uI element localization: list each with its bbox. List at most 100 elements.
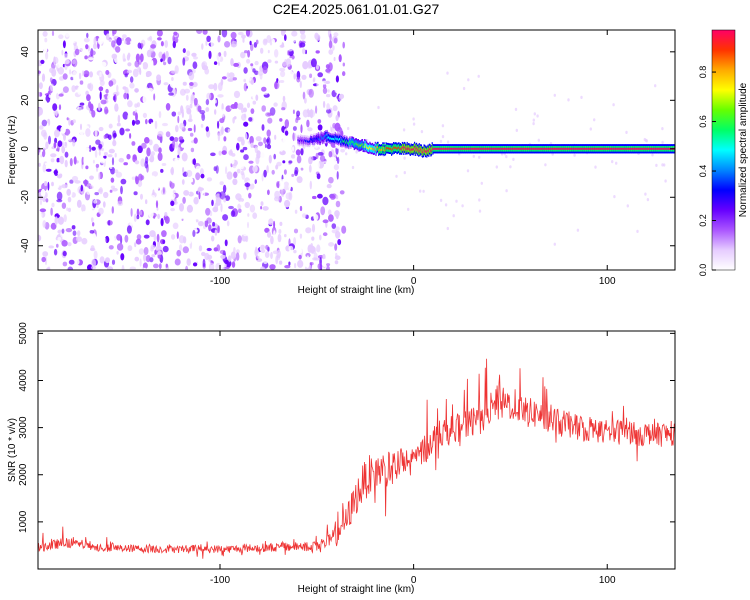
ridge-core [514,147,516,150]
noise-speck [209,211,213,217]
noise-speck [57,87,62,96]
noise-speck [158,263,162,270]
noise-speck [134,119,141,125]
noise-speck [165,131,171,138]
noise-speck [236,249,240,254]
noise-speck [270,251,273,260]
ridge-core [327,136,330,139]
ridge-core [664,147,666,150]
noise-speck [276,170,279,175]
noise-speck [307,127,313,132]
noise-speck [182,236,187,244]
noise-speck [67,196,72,203]
noise-speck [664,179,667,183]
noise-speck [50,153,57,158]
noise-speck [102,212,109,222]
ridge-core [661,147,663,150]
noise-speck [291,146,295,152]
noise-speck [140,175,145,181]
noise-speck [208,224,212,232]
noise-speck [204,76,207,86]
noise-speck [138,248,145,255]
ridge-core [578,147,580,150]
noise-speck [126,93,129,100]
noise-speck [136,234,142,240]
ridge-core [498,147,500,150]
noise-speck [98,126,104,132]
ridge-core [557,147,559,150]
noise-speck [266,35,272,43]
noise-speck [308,101,312,111]
noise-speck [288,261,291,266]
noise-speck [317,152,324,156]
ridge-core [517,147,519,150]
noise-speck [145,156,149,164]
snr-frame [37,330,676,570]
noise-speck [109,237,116,244]
noise-speck [98,150,101,156]
noise-speck [241,113,247,121]
noise-speck [238,125,242,131]
noise-speck [89,175,94,180]
noise-speck [86,188,91,195]
noise-speck [85,44,89,50]
noise-speck [226,220,230,227]
noise-speck [170,168,174,175]
noise-speck [328,40,333,49]
noise-speck [79,102,85,106]
noise-speck [137,42,142,49]
noise-speck [103,134,107,139]
noise-speck [131,119,136,126]
noise-speck [161,142,167,147]
y-tick-label: 3000 [18,416,29,439]
ridge-core [355,142,357,145]
ridge-core [546,147,548,150]
noise-speck [182,57,186,66]
noise-speck [200,150,206,156]
ridge-core [321,137,323,140]
ridge-core [525,147,527,150]
ridge-core [522,147,524,150]
noise-speck [178,136,184,141]
ridge-core [572,147,574,150]
ridge-core [520,147,522,150]
noise-speck [71,225,76,230]
noise-speck [124,40,127,45]
noise-speck [146,147,151,157]
noise-speck [220,203,223,213]
ridge-core [315,137,317,140]
noise-speck [105,70,110,75]
ridge-core [590,147,593,150]
colorbar-label: Normalized spectral amplitude [738,82,749,217]
noise-speck [42,197,46,203]
noise-speck [88,144,92,153]
noise-speck [230,104,237,109]
noise-speck [197,53,204,60]
noise-speck [250,142,254,148]
ridge-core [472,147,474,150]
noise-speck [322,258,328,267]
ridge-core [340,138,342,141]
noise-speck [333,164,339,171]
ridge-core [401,148,403,151]
noise-speck [272,97,279,102]
ridge-core [565,147,567,150]
ridge-core [474,147,476,150]
noise-speck [150,151,155,157]
ridge-core [502,147,504,150]
ridge-core [593,147,595,150]
noise-speck [472,154,475,158]
noise-speck [131,145,138,151]
ridge-core [577,147,579,150]
noise-speck [644,192,647,196]
noise-speck [93,43,97,50]
ridge-core [665,147,667,150]
noise-speck [573,153,576,157]
noise-speck [227,128,231,133]
ridge-core [537,147,539,150]
ridge-core [610,147,612,150]
noise-speck [190,218,197,225]
noise-speck [306,119,310,128]
ridge-core [492,147,494,150]
